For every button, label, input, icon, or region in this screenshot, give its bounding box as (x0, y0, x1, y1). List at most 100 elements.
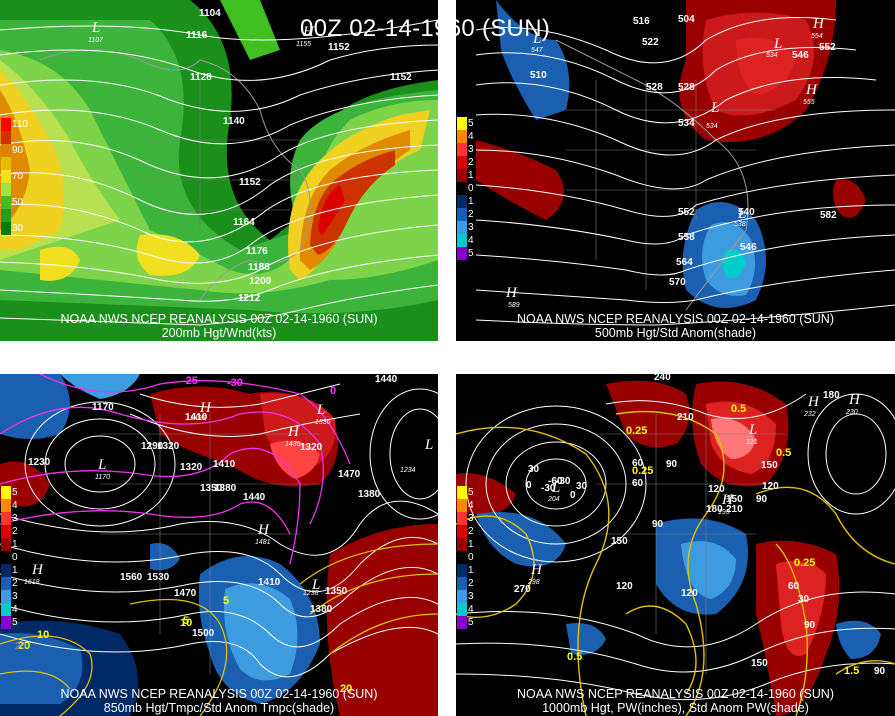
svg-text:504: 504 (678, 14, 695, 25)
svg-text:552: 552 (819, 42, 836, 53)
contour-labels: 504 510 516 522 528 534 546 552 558 564 … (530, 14, 837, 288)
svg-text:270: 270 (514, 584, 531, 595)
svg-text:528: 528 (678, 82, 695, 93)
svg-text:1536: 1536 (315, 419, 331, 426)
svg-text:H: H (812, 16, 825, 32)
panel-subtitle: 200mb Hgt/Wnd(kts) (161, 326, 277, 340)
map-200mb: 1104 1116 1128 1140 1152 1164 1176 1188 … (0, 0, 438, 341)
svg-text:1618: 1618 (24, 579, 40, 586)
svg-text:534: 534 (678, 118, 695, 129)
legend-1000mb (457, 486, 467, 629)
svg-text:1380: 1380 (310, 604, 333, 615)
svg-text:558: 558 (678, 232, 695, 243)
svg-text:1380: 1380 (214, 483, 237, 494)
svg-text:1152: 1152 (390, 72, 412, 83)
svg-text:H: H (807, 394, 820, 410)
svg-text:582: 582 (820, 210, 837, 221)
panel-caption: NOAA NWS NCEP REANALYSIS 00Z 02-14-1960 … (60, 687, 378, 701)
svg-text:534: 534 (706, 123, 718, 130)
svg-text:120: 120 (762, 481, 779, 492)
svg-text:522: 522 (642, 37, 659, 48)
legend-labels: 5 4 3 2 1 0 1 2 3 4 5 (12, 487, 18, 628)
high-center: H (302, 24, 315, 40)
svg-text:150: 150 (761, 460, 778, 471)
svg-text:1170: 1170 (95, 474, 110, 481)
svg-text:-25: -25 (182, 375, 198, 387)
svg-text:510: 510 (530, 70, 547, 81)
svg-text:554: 554 (811, 33, 823, 40)
svg-text:1320: 1320 (157, 441, 180, 452)
svg-text:1200: 1200 (249, 276, 272, 287)
svg-text:546: 546 (792, 50, 809, 61)
svg-text:H: H (805, 82, 818, 98)
svg-text:L: L (532, 31, 541, 47)
svg-text:H: H (199, 400, 212, 416)
contour-labels: 240 210 90 180 150 120 90 60 30 0 -30 -6… (514, 374, 886, 677)
svg-text:L: L (748, 422, 757, 438)
svg-text:L: L (773, 36, 782, 52)
svg-text:210: 210 (677, 412, 694, 423)
svg-text:120: 120 (616, 581, 633, 592)
svg-text:1410: 1410 (185, 412, 208, 423)
svg-text:90: 90 (652, 519, 664, 530)
svg-text:1470: 1470 (174, 588, 197, 599)
svg-text:30: 30 (528, 464, 540, 475)
svg-text:1380: 1380 (358, 489, 381, 500)
svg-text:1238: 1238 (303, 590, 319, 597)
svg-text:60: 60 (632, 458, 644, 469)
svg-text:10: 10 (37, 629, 49, 641)
svg-text:0.25: 0.25 (632, 465, 653, 477)
svg-text:90: 90 (666, 459, 678, 470)
svg-text:1234: 1234 (400, 467, 416, 474)
svg-text:540: 540 (738, 207, 755, 218)
svg-text:1410: 1410 (213, 459, 236, 470)
svg-text:0: 0 (330, 385, 336, 397)
temperature-labels: -25 -30 0 (182, 375, 336, 397)
low-center: L (91, 20, 100, 36)
svg-text:1152: 1152 (328, 42, 350, 53)
svg-text:210: 210 (726, 504, 743, 515)
svg-text:-30: -30 (556, 476, 571, 487)
svg-text:20: 20 (340, 683, 352, 695)
panel-500mb: 504 510 516 522 528 534 546 552 558 564 … (456, 0, 895, 341)
svg-text:1188: 1188 (248, 262, 270, 273)
svg-text:1435: 1435 (285, 441, 301, 448)
svg-text:230: 230 (845, 409, 858, 416)
svg-text:1440: 1440 (375, 374, 398, 385)
svg-text:L: L (424, 437, 433, 453)
svg-text:-30: -30 (227, 377, 243, 389)
svg-text:1230: 1230 (28, 457, 51, 468)
svg-text:H: H (287, 424, 300, 440)
svg-text:0.25: 0.25 (794, 557, 815, 569)
svg-text:150: 150 (751, 658, 768, 669)
svg-text:204: 204 (547, 496, 560, 503)
svg-text:1170: 1170 (92, 402, 114, 413)
svg-text:L: L (551, 480, 560, 496)
panel-1000mb: 240 210 90 180 150 120 90 60 30 0 -30 -6… (456, 374, 895, 716)
svg-text:H: H (505, 285, 518, 301)
svg-text:1495: 1495 (190, 415, 206, 422)
svg-text:H: H (31, 562, 44, 578)
main-title: 00Z 02-14-1960 (SUN) (300, 15, 551, 42)
svg-text:240: 240 (654, 374, 671, 383)
svg-text:1470: 1470 (338, 469, 361, 480)
panel-caption: NOAA NWS NCEP REANALYSIS 00Z 02-14-1960 … (516, 312, 834, 326)
svg-text:-30: -30 (541, 483, 556, 494)
longitude-label: 20 (15, 641, 27, 652)
svg-text:1140: 1140 (223, 116, 245, 127)
svg-text:516: 516 (633, 16, 650, 27)
svg-text:1560: 1560 (120, 572, 143, 583)
svg-text:120: 120 (681, 588, 698, 599)
legend-labels: 110 90 70 50 30 (12, 119, 28, 234)
svg-text:90: 90 (804, 620, 816, 631)
svg-text:0.5: 0.5 (776, 447, 791, 459)
svg-text:0: 0 (526, 480, 532, 491)
svg-text:H: H (257, 522, 270, 538)
map-850mb: 1170 1230 1290 1320 1410 1320 1350 1380 … (0, 374, 438, 716)
svg-text:0.5: 0.5 (731, 403, 746, 415)
svg-text:30: 30 (798, 594, 810, 605)
svg-text:1500: 1500 (192, 628, 215, 639)
svg-text:L: L (316, 402, 325, 418)
svg-text:1104: 1104 (199, 8, 221, 19)
